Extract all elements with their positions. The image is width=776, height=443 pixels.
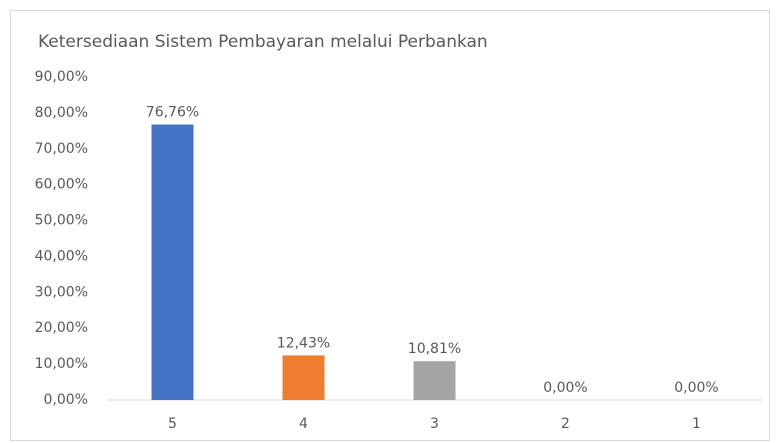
y-tick-label: 20,00% bbox=[35, 320, 88, 336]
value-label: 12,43% bbox=[277, 335, 330, 351]
y-tick-label: 40,00% bbox=[35, 248, 88, 264]
y-tick-label: 80,00% bbox=[35, 105, 88, 121]
y-tick-label: 50,00% bbox=[35, 213, 88, 229]
y-tick-label: 90,00% bbox=[35, 69, 88, 85]
x-tick-label: 2 bbox=[561, 416, 570, 432]
x-tick-label: 1 bbox=[692, 416, 701, 432]
chart-title: Ketersediaan Sistem Pembayaran melalui P… bbox=[38, 32, 488, 52]
bar bbox=[151, 124, 194, 400]
bar bbox=[282, 355, 325, 400]
x-tick-label: 4 bbox=[299, 416, 308, 432]
y-tick-label: 60,00% bbox=[35, 177, 88, 193]
bar bbox=[413, 361, 456, 400]
value-label: 0,00% bbox=[543, 380, 587, 396]
y-tick-label: 70,00% bbox=[35, 141, 88, 157]
x-tick-label: 3 bbox=[430, 416, 439, 432]
y-tick-label: 0,00% bbox=[44, 392, 88, 408]
value-label: 0,00% bbox=[674, 380, 718, 396]
y-tick-label: 10,00% bbox=[35, 356, 88, 372]
x-tick-label: 5 bbox=[168, 416, 177, 432]
value-label: 76,76% bbox=[146, 105, 199, 121]
y-tick-label: 30,00% bbox=[35, 284, 88, 300]
chart-frame bbox=[10, 10, 770, 441]
value-label: 10,81% bbox=[408, 341, 461, 357]
